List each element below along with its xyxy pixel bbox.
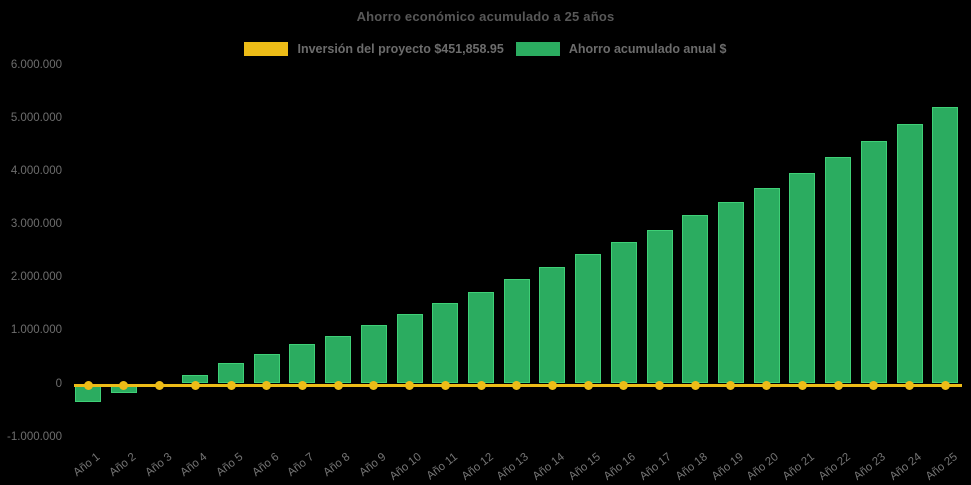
bar-año-23 bbox=[860, 140, 887, 384]
chart-title: Ahorro económico acumulado a 25 años bbox=[356, 9, 615, 24]
bar-año-24 bbox=[896, 123, 923, 384]
x-axis-label-año-15: Año 15 bbox=[566, 451, 603, 483]
x-axis-label-año-24: Año 24 bbox=[887, 451, 924, 483]
investment-line-point bbox=[440, 381, 450, 390]
x-axis-label-año-2: Año 2 bbox=[107, 451, 139, 479]
y-axis-tick-label: 3.000.000 bbox=[10, 218, 62, 231]
bar-año-7 bbox=[289, 344, 316, 384]
investment-line-point bbox=[833, 381, 843, 390]
legend: Inversión del proyecto $451,858.95 Ahorr… bbox=[0, 42, 971, 56]
x-axis-label-año-7: Año 7 bbox=[285, 451, 317, 479]
x-axis-label-año-5: Año 5 bbox=[214, 451, 246, 479]
x-axis-label-año-19: Año 19 bbox=[709, 451, 746, 483]
investment-line-point bbox=[333, 381, 343, 390]
bar-año-16 bbox=[610, 242, 637, 384]
legend-label-savings: Ahorro acumulado anual $ bbox=[568, 42, 727, 56]
investment-line-point bbox=[119, 381, 129, 390]
investment-line-point bbox=[690, 381, 700, 390]
investment-line-point bbox=[726, 381, 736, 390]
bar-año-6 bbox=[253, 354, 280, 384]
investment-line-point bbox=[226, 381, 236, 390]
bar-año-22 bbox=[825, 156, 852, 384]
bar-año-12 bbox=[468, 291, 494, 384]
y-axis-tick-label: 4.000.000 bbox=[10, 165, 62, 178]
legend-swatch-savings bbox=[515, 42, 560, 56]
x-axis-label-año-16: Año 16 bbox=[602, 451, 639, 483]
bar-año-17 bbox=[646, 229, 673, 384]
investment-line-point bbox=[476, 381, 486, 390]
bar-año-8 bbox=[325, 335, 352, 384]
investment-line-point bbox=[619, 381, 629, 390]
x-axis-label-año-13: Año 13 bbox=[495, 451, 532, 483]
x-axis-label-año-3: Año 3 bbox=[142, 451, 175, 479]
x-axis-label-año-23: Año 23 bbox=[852, 451, 889, 483]
x-axis-label-año-20: Año 20 bbox=[744, 451, 782, 483]
investment-line-point bbox=[297, 381, 307, 390]
investment-line-point bbox=[369, 381, 379, 390]
x-axis-label-año-12: Año 12 bbox=[459, 451, 496, 483]
legend-item-savings[interactable]: Ahorro acumulado anual $ bbox=[515, 42, 727, 56]
bar-año-25 bbox=[932, 107, 959, 384]
investment-line-point bbox=[797, 381, 807, 390]
investment-line-point bbox=[190, 381, 200, 390]
bar-año-20 bbox=[753, 187, 780, 384]
x-axis-label-año-8: Año 8 bbox=[321, 451, 353, 479]
investment-line-point bbox=[155, 381, 165, 390]
x-axis-label-año-11: Año 11 bbox=[424, 451, 460, 483]
bar-año-21 bbox=[789, 172, 816, 384]
bar-año-15 bbox=[575, 254, 602, 384]
bar-año-19 bbox=[717, 201, 744, 384]
x-axis-label-año-22: Año 22 bbox=[816, 451, 853, 483]
y-axis-tick-label: 5.000.000 bbox=[10, 112, 62, 124]
x-axis-label-año-21: Año 21 bbox=[780, 451, 817, 483]
x-axis-label-año-1: Año 1 bbox=[71, 451, 103, 479]
x-axis-label-año-25: Año 25 bbox=[923, 451, 960, 483]
bar-año-10 bbox=[396, 314, 423, 384]
x-axis-label-año-6: Año 6 bbox=[250, 451, 282, 479]
investment-line-point bbox=[869, 381, 879, 390]
investment-line-point bbox=[905, 381, 915, 390]
bar-año-14 bbox=[539, 266, 566, 384]
investment-line-point bbox=[512, 381, 522, 390]
investment-line-point bbox=[940, 381, 950, 390]
x-axis-label-año-10: Año 10 bbox=[387, 451, 424, 483]
investment-line-point bbox=[583, 381, 593, 390]
legend-item-investment[interactable]: Inversión del proyecto $451,858.95 bbox=[244, 42, 504, 56]
y-axis-tick-label: -1.000.000 bbox=[7, 430, 62, 443]
y-axis-tick-label: 1.000.000 bbox=[10, 324, 62, 337]
y-axis-tick-label: 6.000.000 bbox=[10, 58, 62, 71]
bar-año-11 bbox=[432, 302, 459, 384]
bar-año-18 bbox=[682, 215, 709, 384]
x-axis-label-año-17: Año 17 bbox=[637, 451, 674, 483]
investment-line-point bbox=[655, 381, 665, 390]
investment-line-point bbox=[762, 381, 772, 390]
x-axis-label-año-18: Año 18 bbox=[673, 451, 710, 483]
legend-swatch-investment bbox=[244, 42, 289, 56]
bar-año-9 bbox=[360, 325, 387, 384]
investment-line-point bbox=[547, 381, 557, 390]
legend-label-investment: Inversión del proyecto $451,858.95 bbox=[297, 42, 504, 56]
investment-line-point bbox=[262, 381, 272, 390]
y-axis-tick-label: 2.000.000 bbox=[10, 271, 62, 284]
x-axis-label-año-4: Año 4 bbox=[178, 451, 210, 479]
bar-año-13 bbox=[503, 279, 530, 384]
investment-line-point bbox=[405, 381, 415, 390]
x-axis-label-año-9: Año 9 bbox=[357, 451, 389, 479]
investment-line-point bbox=[83, 381, 93, 390]
y-axis-tick-label: 0 bbox=[55, 377, 62, 390]
x-axis-label-año-14: Año 14 bbox=[530, 451, 567, 483]
